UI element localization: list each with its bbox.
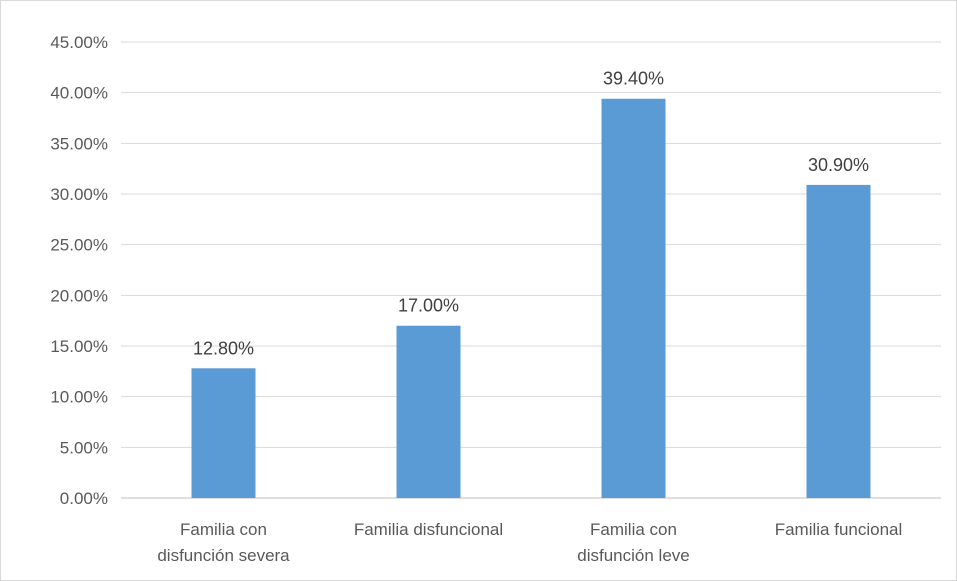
y-tick-label: 30.00% [50, 185, 108, 204]
bars [191, 98, 871, 498]
x-axis-category-labels: Familia con disfunción severa Familia disf… [157, 520, 902, 565]
y-tick-label: 35.00% [50, 134, 108, 153]
gridlines [121, 41, 941, 499]
x-category-label: Familia con disfunción leve [577, 520, 689, 565]
x-category-label: Familia funcional [775, 520, 903, 539]
y-tick-label: 15.00% [50, 337, 108, 356]
y-tick-label: 5.00% [60, 438, 108, 457]
data-labels: 12.80% 17.00% 39.40% 30.90% [193, 69, 869, 359]
x-category-label: Familia con disfunción severa [157, 520, 290, 565]
x-category-label: Familia disfuncional [354, 520, 503, 539]
bar [601, 98, 666, 498]
bar [191, 368, 256, 498]
data-label: 39.40% [603, 69, 664, 89]
data-label: 30.90% [808, 155, 869, 175]
y-tick-label: 20.00% [50, 286, 108, 305]
y-tick-label: 40.00% [50, 84, 108, 103]
y-tick-label: 45.00% [50, 33, 108, 52]
data-label: 17.00% [398, 296, 459, 316]
bar [396, 325, 461, 498]
y-tick-label: 0.00% [60, 489, 108, 508]
y-tick-label: 25.00% [50, 236, 108, 255]
y-tick-label: 10.00% [50, 388, 108, 407]
y-axis-tick-labels: 0.00% 5.00% 10.00% 15.00% 20.00% 25.00% 30.00%… [50, 33, 108, 508]
data-label: 12.80% [193, 338, 254, 358]
bar [806, 184, 871, 498]
